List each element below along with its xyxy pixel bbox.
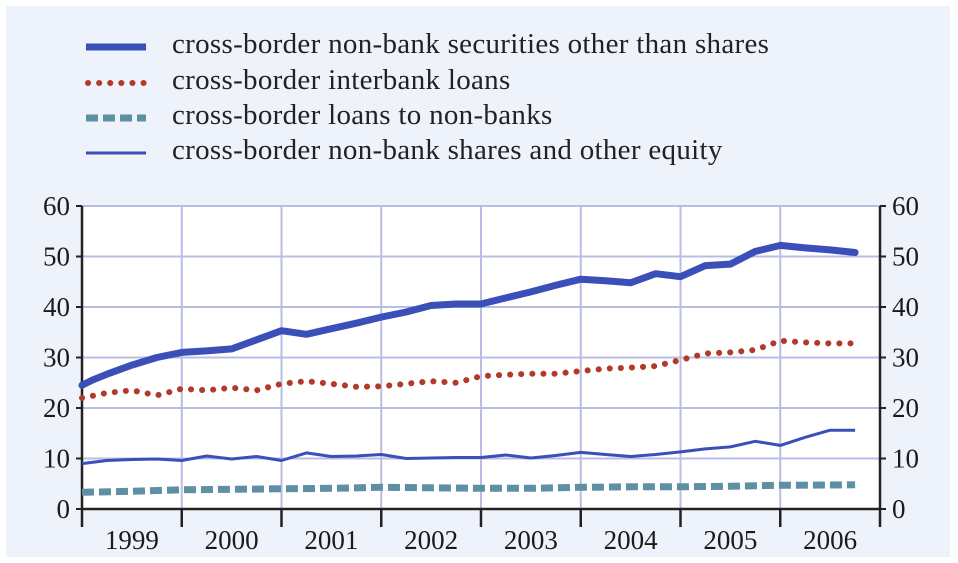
y-tick-label-right: 20: [892, 393, 919, 423]
y-tick-label-right: 40: [892, 292, 919, 322]
x-tick-label-2003: 2003: [504, 525, 558, 555]
legend-swatch-securities: [86, 43, 146, 51]
y-tick-label-left: 60: [43, 191, 70, 221]
y-tick-label-left: 10: [43, 444, 70, 474]
legend-label-equity: cross-border non-bank shares and other e…: [172, 134, 723, 166]
x-tick-label-2001: 2001: [304, 525, 358, 555]
series-line-1: [79, 337, 859, 401]
y-tick-label-right: 30: [892, 343, 919, 373]
series-line-3: [81, 428, 856, 466]
y-tick-label-left: 50: [43, 242, 70, 272]
legend-item-equity: cross-border non-bank shares and other e…: [6, 134, 906, 170]
x-tick-label-2005: 2005: [703, 525, 757, 555]
y-tick-label-left: 40: [43, 292, 70, 322]
legend-label-interbank: cross-border interbank loans: [172, 64, 511, 96]
x-tick-label-2006: 2006: [803, 525, 857, 555]
legend-swatch-loans: [86, 114, 146, 122]
x-tick-label-1999: 1999: [105, 525, 159, 555]
y-tick-label-left: 0: [57, 494, 71, 524]
series-line-2: [81, 481, 856, 496]
x-tick-label-2004: 2004: [604, 525, 659, 555]
x-tick-label-2000: 2000: [205, 525, 259, 555]
y-tick-label-left: 30: [43, 343, 70, 373]
axes: [76, 205, 886, 527]
legend-swatch-equity: [86, 151, 146, 155]
y-tick-label-right: 0: [892, 494, 906, 524]
series-layer: [78, 241, 859, 496]
legend-label-securities: cross-border non-bank securities other t…: [172, 28, 770, 60]
x-tick-label-2002: 2002: [404, 525, 458, 555]
legend-item-securities: cross-border non-bank securities other t…: [6, 28, 906, 64]
chart-panel: cross-border non-bank securities other t…: [6, 6, 950, 557]
legend-swatch-interbank: [85, 80, 148, 86]
y-tick-label-right: 10: [892, 444, 919, 474]
legend-label-loans: cross-border loans to non-banks: [172, 99, 553, 131]
legend-item-loans: cross-border loans to non-banks: [6, 99, 906, 135]
y-tick-label-right: 60: [892, 191, 919, 221]
line-chart: 0 0 10 10 20 20 30 30 40 40 50 50 60 60 1999 2000 2001 20…: [43, 191, 919, 555]
y-tick-label-left: 20: [43, 393, 70, 423]
series-line-0: [78, 241, 859, 389]
tick-labels: 0 0 10 10 20 20 30 30 40 40 50 50 60 60 1999 2000 2001 20…: [43, 191, 919, 555]
legend-item-interbank: cross-border interbank loans: [6, 64, 906, 100]
y-tick-label-right: 50: [892, 242, 919, 272]
